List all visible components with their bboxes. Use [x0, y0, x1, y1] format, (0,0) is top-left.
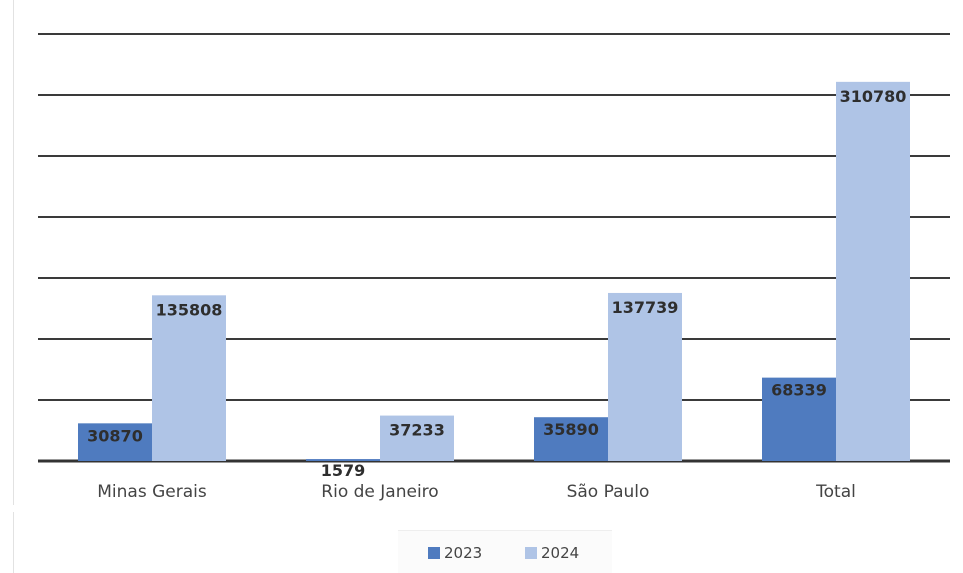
data-label-2023-1: 1579	[321, 461, 366, 480]
data-label-2023-0: 30870	[87, 426, 143, 445]
bar-2024-2	[608, 292, 682, 461]
bar-2023-3	[762, 377, 836, 461]
category-labels: Minas Gerais Rio de Janeiro São Paulo Total	[97, 482, 856, 502]
category-label-3: Total	[815, 482, 856, 502]
legend-item-2024: 2024	[525, 544, 579, 562]
bar-2023-2	[534, 417, 608, 461]
legend-border-left	[13, 512, 14, 573]
bar-2024-1	[380, 415, 454, 461]
legend-item-2023: 2023	[428, 544, 482, 562]
data-labels: 30870 135808 1579 37233 35890 137739 68339 3107…	[87, 87, 906, 480]
data-label-2023-3: 68339	[771, 381, 827, 400]
legend-label-2023: 2023	[444, 544, 483, 562]
data-label-2024-3: 310780	[840, 87, 907, 106]
bars	[78, 81, 910, 462]
bar-2023-0	[78, 423, 152, 461]
legend-label-2024: 2024	[541, 544, 580, 562]
category-label-0: Minas Gerais	[97, 482, 207, 502]
plot-border-left	[13, 0, 14, 505]
data-label-2024-1: 37233	[389, 421, 445, 440]
bar-2023-1	[306, 459, 380, 461]
category-label-1: Rio de Janeiro	[321, 482, 438, 502]
legend: 2023 2024	[398, 530, 612, 573]
bar-2024-3	[836, 81, 910, 462]
data-label-2024-0: 135808	[156, 300, 223, 319]
legend-swatch-2023	[428, 547, 440, 559]
data-label-2023-2: 35890	[543, 420, 599, 439]
data-label-2024-2: 137739	[612, 298, 679, 317]
legend-swatch-2024	[525, 547, 537, 559]
category-label-2: São Paulo	[567, 482, 650, 502]
bar-2024-0	[152, 295, 226, 461]
